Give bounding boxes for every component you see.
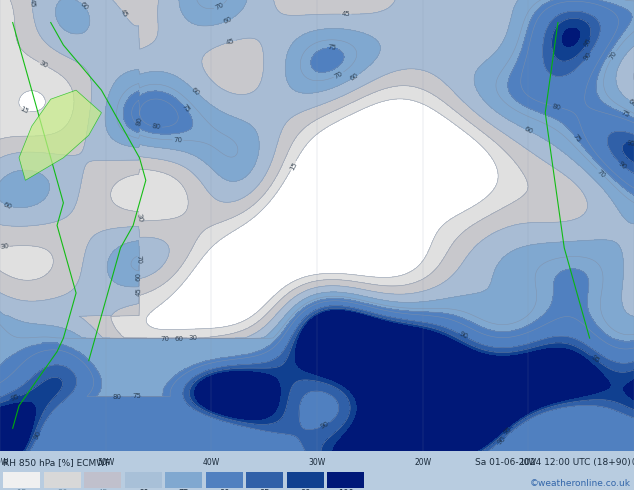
Text: 90: 90 xyxy=(320,420,330,430)
Text: 45: 45 xyxy=(119,8,129,19)
Text: 60: 60 xyxy=(222,16,233,25)
Text: 60: 60 xyxy=(138,489,148,490)
Text: 15: 15 xyxy=(16,489,27,490)
Text: 95: 95 xyxy=(503,425,514,436)
Text: 70: 70 xyxy=(609,50,618,61)
Text: 99: 99 xyxy=(300,489,311,490)
Text: 75: 75 xyxy=(620,109,630,119)
Text: 60: 60 xyxy=(523,125,534,135)
Text: 70: 70 xyxy=(173,137,183,143)
Text: 90: 90 xyxy=(582,51,592,62)
Text: 15: 15 xyxy=(19,105,30,115)
Text: 80: 80 xyxy=(552,103,562,111)
Text: 45: 45 xyxy=(342,11,351,17)
Text: 30: 30 xyxy=(188,335,197,341)
Text: 75: 75 xyxy=(132,393,141,399)
Text: 30: 30 xyxy=(57,489,68,490)
Bar xyxy=(125,472,162,488)
Text: 75: 75 xyxy=(180,102,191,113)
Bar xyxy=(44,472,81,488)
Text: 60: 60 xyxy=(626,98,634,107)
Bar xyxy=(84,472,122,488)
Text: 75: 75 xyxy=(179,489,189,490)
Text: 70: 70 xyxy=(333,70,344,79)
Text: 90: 90 xyxy=(34,430,42,441)
Text: 45: 45 xyxy=(226,38,236,46)
Text: 80: 80 xyxy=(135,116,143,126)
Text: 45: 45 xyxy=(29,0,36,8)
Text: 95: 95 xyxy=(10,393,20,402)
Text: 30W: 30W xyxy=(308,458,326,466)
Text: 80: 80 xyxy=(113,394,122,400)
Text: 0: 0 xyxy=(631,458,634,466)
Text: 30: 30 xyxy=(0,243,9,250)
Text: 45: 45 xyxy=(98,489,108,490)
Polygon shape xyxy=(19,90,101,180)
Bar xyxy=(205,472,243,488)
Text: 100: 100 xyxy=(338,489,354,490)
Text: 30: 30 xyxy=(38,60,49,69)
Text: 60: 60 xyxy=(174,336,183,342)
Text: 50W: 50W xyxy=(97,458,115,466)
Text: 70: 70 xyxy=(596,168,607,178)
Text: Sa 01-06-2024 12:00 UTC (18+90): Sa 01-06-2024 12:00 UTC (18+90) xyxy=(475,458,631,467)
Text: 60: 60 xyxy=(190,86,201,97)
Bar xyxy=(287,472,324,488)
Bar xyxy=(3,472,41,488)
Text: 80: 80 xyxy=(152,123,162,130)
Text: 95: 95 xyxy=(590,354,600,364)
Text: 95: 95 xyxy=(583,37,592,48)
Text: 10W: 10W xyxy=(519,458,537,466)
Text: 60: 60 xyxy=(349,72,360,82)
Text: 95: 95 xyxy=(259,489,270,490)
Text: 45: 45 xyxy=(136,287,143,296)
Text: 70: 70 xyxy=(160,336,170,342)
Bar xyxy=(327,472,365,488)
Text: 70: 70 xyxy=(214,2,224,11)
Text: 90: 90 xyxy=(617,160,628,170)
Text: 90: 90 xyxy=(219,489,230,490)
Text: 90: 90 xyxy=(496,435,507,446)
Text: 15: 15 xyxy=(288,160,298,171)
Text: 70: 70 xyxy=(136,255,142,265)
Text: 75: 75 xyxy=(572,133,582,144)
Text: 90: 90 xyxy=(458,331,469,341)
Text: 20W: 20W xyxy=(414,458,432,466)
Text: 75: 75 xyxy=(328,45,337,51)
Text: 60: 60 xyxy=(3,201,13,210)
Text: 95: 95 xyxy=(626,140,634,147)
Text: ©weatheronline.co.uk: ©weatheronline.co.uk xyxy=(530,479,631,488)
Text: 40W: 40W xyxy=(202,458,220,466)
Text: RH 850 hPa [%] ECMWF: RH 850 hPa [%] ECMWF xyxy=(3,458,110,467)
Text: 60: 60 xyxy=(79,1,89,11)
Bar xyxy=(165,472,202,488)
Bar xyxy=(246,472,283,488)
Text: 30: 30 xyxy=(135,213,143,223)
Text: 60W: 60W xyxy=(0,458,9,466)
Text: 60: 60 xyxy=(136,271,142,281)
